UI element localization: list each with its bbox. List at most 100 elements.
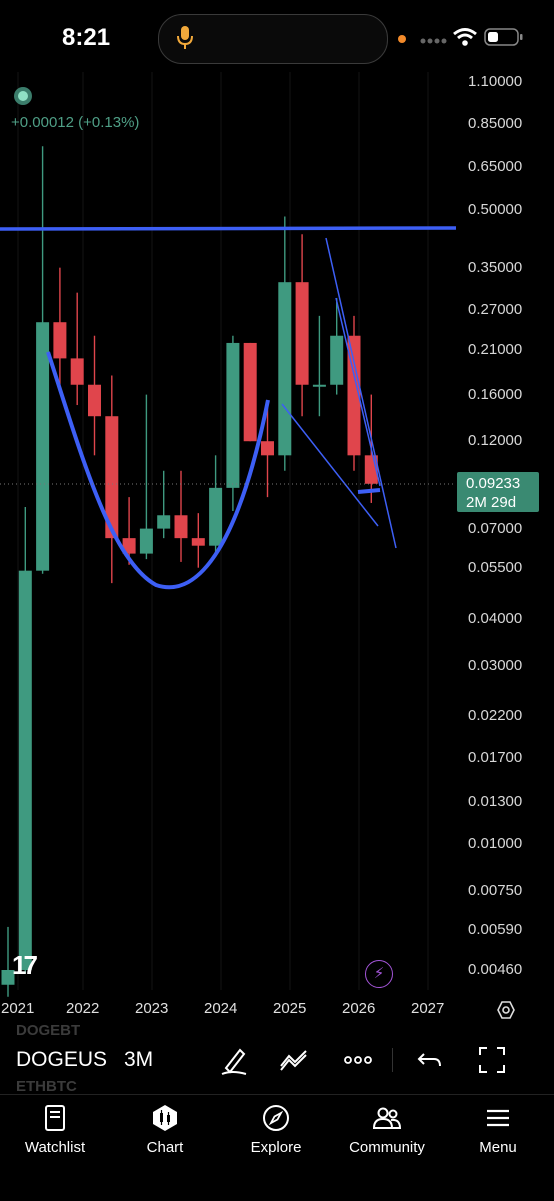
recording-dot-icon [398, 35, 406, 43]
candle [261, 405, 274, 498]
price-tick-label: 0.01000 [468, 835, 523, 853]
candle-body [157, 515, 171, 529]
candle [191, 513, 205, 568]
time-tick-label: 2023 [135, 1000, 169, 1017]
candle-body [278, 282, 292, 456]
candle-body [1, 970, 15, 985]
price-tick-label: 0.50000 [468, 200, 523, 218]
candle [70, 292, 84, 406]
tab-watchlist[interactable]: Watchlist [0, 1095, 110, 1175]
candle-body [174, 515, 188, 539]
time-tick-label: 2025 [273, 1000, 307, 1017]
last-price-tag: 0.09233 2M 29d [457, 472, 539, 512]
menu-icon [487, 1109, 509, 1127]
candle-body [312, 384, 326, 387]
candle [295, 234, 309, 417]
candle-body [243, 342, 257, 442]
candle [347, 315, 361, 471]
wifi-icon [453, 28, 477, 46]
candle [278, 216, 292, 471]
price-tick-label: 0.00460 [468, 961, 523, 978]
time-tick-label: 2021 [1, 1000, 35, 1017]
price-tick-label: 0.27000 [468, 300, 523, 318]
tab-menu[interactable]: Menu [443, 1095, 553, 1175]
bar-countdown: 2M 29d [466, 494, 517, 511]
settings-hex-icon[interactable] [496, 1000, 516, 1020]
tab-label: Menu [479, 1139, 517, 1156]
candle-body [347, 335, 361, 456]
symbol-selector[interactable]: DOGEUS [16, 1048, 108, 1071]
candle-body [139, 528, 153, 554]
chart-grid [17, 72, 429, 990]
candle-body [88, 384, 101, 417]
candle [1, 926, 15, 997]
candle-body [105, 416, 119, 539]
compass-icon [263, 1105, 289, 1131]
time-tick-label: 2024 [204, 1000, 238, 1017]
undo-icon[interactable] [414, 1044, 446, 1076]
candle-body [70, 358, 84, 385]
resistance-line [0, 226, 457, 231]
candle-body [18, 570, 32, 970]
wedge-upper-line [325, 237, 397, 549]
last-price-value: 0.09233 [466, 475, 521, 492]
lightning-icon[interactable]: ⚡ [365, 960, 393, 988]
price-tick-label: 0.16000 [468, 385, 523, 403]
candle [18, 506, 32, 974]
people-icon [372, 1107, 402, 1129]
time-tick-label: 2026 [342, 1000, 376, 1017]
wedge-right-line [335, 297, 381, 487]
price-tick-label: 0.00750 [468, 881, 523, 899]
fullscreen-icon[interactable] [476, 1044, 508, 1076]
tradingview-logo-icon: 17 [12, 950, 38, 980]
breakout-mark [357, 488, 381, 494]
wedge-lower-line [281, 403, 379, 527]
tab-label: Watchlist [24, 1139, 86, 1156]
interval-selector[interactable]: 3M [124, 1048, 154, 1071]
price-tick-label: 0.21000 [468, 341, 523, 359]
drawing-pen-icon[interactable] [218, 1044, 250, 1076]
tab-label: Explore [250, 1139, 302, 1156]
tab-label: Chart [146, 1139, 184, 1156]
price-tick-label: 0.02200 [468, 707, 523, 725]
price-tick-label: 0.01700 [468, 749, 523, 767]
toolbar-divider [392, 1048, 393, 1072]
price-tick-label: 0.05500 [468, 558, 523, 576]
price-chart[interactable] [0, 0, 554, 1032]
ghost-symbol-top: DOGEBT [16, 1022, 81, 1039]
candle-body [191, 538, 205, 546]
more-icon[interactable] [342, 1044, 374, 1076]
price-tick-label: 0.00590 [468, 920, 523, 938]
indicators-icon[interactable] [278, 1044, 310, 1076]
price-tick-label: 0.85000 [468, 114, 523, 132]
cup-curve [46, 351, 270, 590]
tab-chart[interactable]: Chart [110, 1095, 220, 1175]
candle-body [122, 538, 136, 554]
price-tick-label: 0.01300 [468, 792, 523, 810]
candle [139, 394, 153, 560]
status-bar: 8:21 [0, 0, 554, 72]
time-tick-label: 2027 [411, 1000, 445, 1017]
candle [53, 267, 67, 385]
microphone-icon [177, 26, 193, 49]
signal-icon [420, 38, 447, 44]
candle-body [261, 441, 274, 456]
time-tick-label: 2022 [66, 1000, 100, 1017]
ghost-symbol-bottom: ETHBTC [16, 1078, 77, 1095]
tab-community[interactable]: Community [332, 1095, 442, 1175]
candle [312, 315, 326, 417]
candle [243, 342, 257, 442]
price-tick-label: 0.12000 [468, 432, 523, 450]
candle [105, 375, 119, 584]
candle-body [295, 282, 309, 385]
tab-bar: Watchlist Chart Explore Community Me [0, 1094, 554, 1201]
candle [209, 455, 223, 554]
tab-explore[interactable]: Explore [221, 1095, 331, 1175]
price-tick-label: 0.65000 [468, 158, 523, 176]
live-indicator-icon [14, 87, 32, 105]
tab-label: Community [349, 1139, 425, 1156]
candle-body [330, 335, 344, 385]
candle-body [36, 322, 50, 571]
price-tick-label: 1.10000 [468, 73, 523, 90]
candle [157, 470, 171, 539]
